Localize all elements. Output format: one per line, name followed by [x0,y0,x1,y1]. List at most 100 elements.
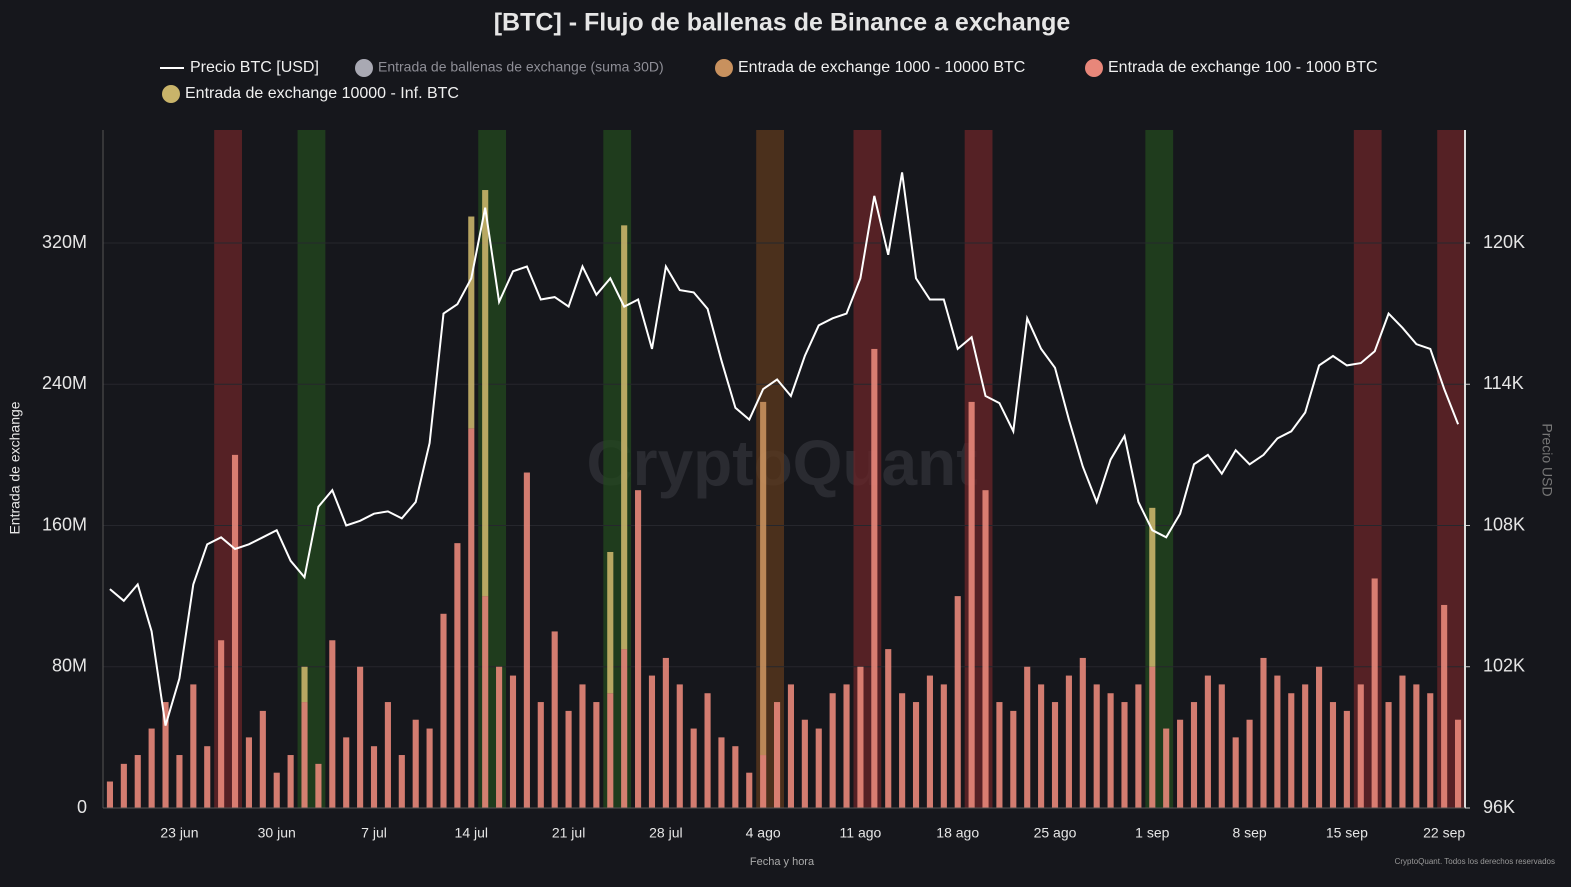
bar [496,666,503,808]
bar [1038,684,1045,808]
bar [773,702,781,808]
bar [565,710,572,808]
bar [509,675,517,808]
bar [787,684,795,808]
bar [662,657,669,808]
bar [648,675,656,808]
x-tick-label: 22 sep [1423,825,1465,841]
bar [426,728,433,808]
chart-title: [BTC] - Flujo de ballenas de Binance a e… [494,9,1071,37]
bar [899,693,906,808]
bar [843,684,850,808]
bar [176,755,183,808]
bar [106,781,114,808]
bar [1204,675,1211,808]
bar [1274,675,1281,808]
bar [954,596,961,808]
bar [329,640,336,808]
x-tick-label: 8 sep [1232,825,1266,841]
legend-swatch [355,59,373,77]
bar [273,772,280,808]
bar [204,746,211,808]
bar [1302,684,1309,808]
bar [523,472,530,808]
bar [1371,578,1378,808]
x-tick-label: 25 ago [1034,825,1077,841]
y-tick-label: 160M [42,514,87,534]
bar [1010,710,1017,808]
bar [1343,710,1350,808]
bar [218,640,225,808]
bar [1454,719,1462,808]
y2-axis-title: Precio USD [1539,423,1555,496]
lines [109,172,1460,726]
bar [315,763,322,808]
bar [940,684,947,808]
bar [1316,666,1323,808]
bar [259,710,266,808]
bar [607,551,614,694]
legend-label: Entrada de exchange 10000 - Inf. BTC [185,85,459,102]
bar [384,702,391,808]
bar [482,190,489,597]
bar [537,702,544,808]
bar [1399,675,1406,808]
bar [1177,719,1184,808]
footer: CryptoQuant. Todos los derechos reservad… [1395,857,1555,866]
y-tick-label: 240M [42,373,87,393]
legend-label: Entrada de exchange 100 - 1000 BTC [1108,59,1378,76]
bar [871,348,878,808]
bar [1079,657,1086,808]
legend: Precio BTC [USD] Entrada de ballenas de e… [160,59,1378,103]
bar [621,649,628,808]
y-axis-title: Entrada de exchange [7,401,23,534]
bar [1232,737,1239,808]
x-tick-label: 30 jun [258,825,296,841]
x-tick-label: 23 jun [160,825,198,841]
bar [621,225,628,650]
bar [926,675,933,808]
bar [245,737,252,808]
bar [1093,684,1100,808]
bar [370,746,378,808]
bar [760,401,767,756]
bar [1149,666,1156,808]
x-axis-title: Fecha y hora [750,856,815,868]
bar [1288,693,1295,808]
bar [1246,719,1253,808]
bar [1065,675,1072,808]
axes: 0 80M 160M 240M 320M 96K 102K 108K 114K 120K 23 ju… [42,130,1525,841]
bar [1163,728,1170,808]
bar [829,693,836,808]
bar [440,613,447,808]
bar [1260,657,1267,808]
bar [607,693,614,808]
bar [912,702,920,808]
x-tick-label: 4 ago [746,825,781,841]
bar [134,755,141,808]
bar [732,746,739,808]
bar [857,666,864,808]
bar [357,666,364,808]
bar [718,737,725,808]
bars [106,190,1462,808]
bar [1441,604,1448,808]
x-tick-label: 15 sep [1326,825,1368,841]
bar [1149,507,1156,667]
bar [968,401,975,808]
bar [815,728,822,808]
bar [593,702,600,808]
y-tick-label: 80M [52,656,87,676]
bar [760,755,767,808]
x-tick-label: 21 jul [552,825,585,841]
legend-label: Entrada de exchange 1000 - 10000 BTC [738,59,1025,76]
bar [801,719,808,808]
bar [704,693,711,808]
legend-swatch [1085,59,1103,77]
bar [1413,684,1420,808]
bar [287,755,294,808]
bar [398,755,405,808]
bar [1427,693,1434,808]
bar [190,684,197,808]
